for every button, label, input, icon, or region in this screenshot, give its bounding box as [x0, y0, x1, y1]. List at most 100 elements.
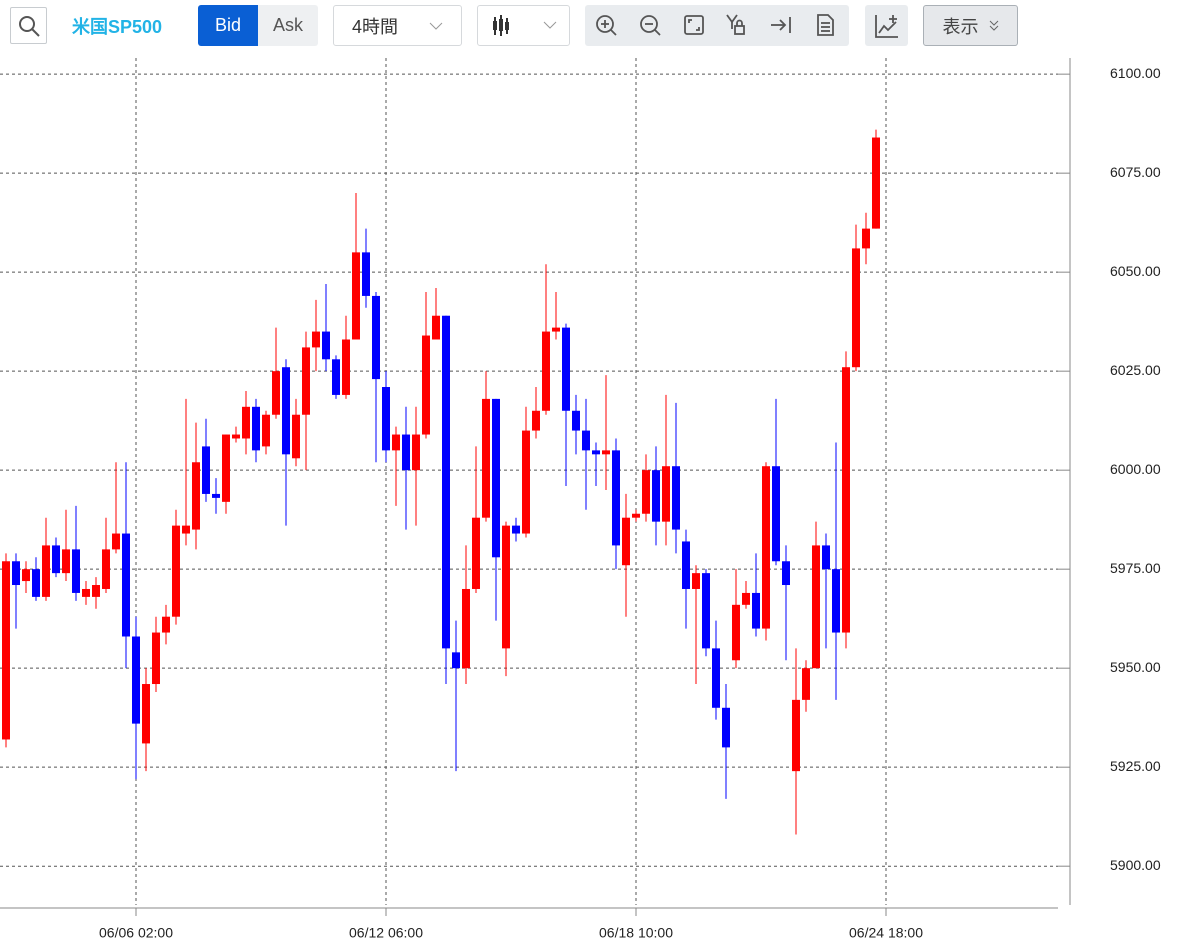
candle-body: [122, 533, 130, 637]
x-tick-label: 06/06 02:00: [99, 925, 173, 941]
candle-body: [792, 699, 800, 772]
candle-body: [202, 446, 210, 494]
candle-body: [242, 406, 250, 439]
chevron: [429, 22, 443, 30]
candle-body: [342, 339, 350, 395]
x-tick-label: 06/18 10:00: [599, 925, 673, 941]
bid-button[interactable]: Bid: [198, 5, 258, 46]
candle-body: [722, 707, 730, 748]
candle-body: [862, 228, 870, 249]
candle-body: [772, 466, 780, 562]
candle-body: [282, 367, 290, 455]
view-button[interactable]: 表示: [923, 5, 1018, 46]
candle-body: [822, 545, 830, 570]
tool-icons: [596, 14, 834, 36]
candle-body: [692, 573, 700, 589]
candle-body: [382, 387, 390, 451]
candle-body: [252, 406, 260, 451]
indicator-button[interactable]: [865, 5, 908, 46]
candle-body: [402, 434, 410, 471]
candle-body: [592, 450, 600, 455]
y-tick-label: 6075.00: [1110, 164, 1161, 180]
chart-type-dropdown[interactable]: [477, 5, 570, 46]
candle-body: [802, 668, 810, 700]
candle-body: [2, 561, 10, 740]
candle-body: [422, 335, 430, 435]
candle-body: [472, 517, 480, 589]
symbol[interactable]: 米国SP500: [72, 17, 163, 37]
candle-body: [72, 549, 80, 593]
candle-body: [552, 327, 560, 332]
candle-body: [852, 248, 860, 368]
candle-body: [82, 588, 90, 597]
y-tick-label: 5975.00: [1110, 560, 1161, 576]
candle-body: [812, 545, 820, 669]
ask-button[interactable]: Ask: [258, 5, 318, 46]
candle-body: [102, 549, 110, 589]
candle-body: [842, 367, 850, 633]
candle-body: [482, 398, 490, 518]
candle-body: [62, 549, 70, 574]
candle-body: [22, 569, 30, 582]
candle-body: [562, 327, 570, 411]
candle-body: [312, 331, 320, 348]
candle-body: [192, 462, 200, 530]
candle-body: [442, 315, 450, 649]
candle-body: [112, 533, 120, 550]
candle-body: [632, 513, 640, 518]
candle-body: [492, 398, 500, 558]
chart-type-icon: [492, 14, 556, 36]
y-tick-label: 6100.00: [1110, 65, 1161, 81]
candle-body: [662, 466, 670, 522]
candle-body: [752, 592, 760, 629]
candle-body: [672, 466, 680, 530]
x-tick-label: 06/24 18:00: [849, 925, 923, 941]
candle-body: [612, 450, 620, 546]
candle-body: [212, 493, 220, 498]
candle-body: [362, 252, 370, 296]
candle-body: [542, 331, 550, 411]
search-button[interactable]: [10, 7, 47, 44]
tool-group: [585, 5, 849, 46]
candle-body: [502, 525, 510, 649]
candle-body: [222, 434, 230, 502]
candle-body: [142, 684, 150, 744]
candle-body: [602, 450, 610, 455]
y-tick-label: 6050.00: [1110, 263, 1161, 279]
candle-body: [42, 545, 50, 597]
candle-body: [682, 541, 690, 589]
y-tick-label: 6000.00: [1110, 461, 1161, 477]
interval-dropdown[interactable]: 4時間: [333, 5, 462, 46]
candle-body: [182, 525, 190, 534]
candle-body: [762, 466, 770, 629]
view-label: 表示: [942, 16, 979, 37]
candle-body: [582, 430, 590, 451]
candle-body: [392, 434, 400, 451]
x-tick-label: 06/12 06:00: [349, 925, 423, 941]
y-tick-label: 6025.00: [1110, 362, 1161, 378]
candle-body: [522, 430, 530, 534]
y-tick-label: 5900.00: [1110, 857, 1161, 873]
candle-body: [572, 410, 580, 431]
candle-body: [172, 525, 180, 617]
candle-body: [622, 517, 630, 566]
candle-body: [532, 410, 540, 431]
candle-body: [272, 371, 280, 415]
interval-label: 4時間: [352, 16, 399, 37]
candle-body: [412, 434, 420, 471]
candle-body: [732, 604, 740, 661]
candle-body: [832, 569, 840, 633]
candle-body: [512, 525, 520, 534]
candle-body: [322, 331, 330, 360]
candle-body: [132, 636, 140, 724]
candle-body: [162, 616, 170, 633]
candle-body: [742, 592, 750, 605]
candle-body: [712, 648, 720, 708]
indicator-icon: [874, 14, 898, 38]
candle-body: [232, 434, 240, 439]
candle-body: [262, 414, 270, 447]
candle-body: [152, 632, 160, 685]
candle-body: [32, 569, 40, 597]
candle-body: [372, 295, 380, 380]
